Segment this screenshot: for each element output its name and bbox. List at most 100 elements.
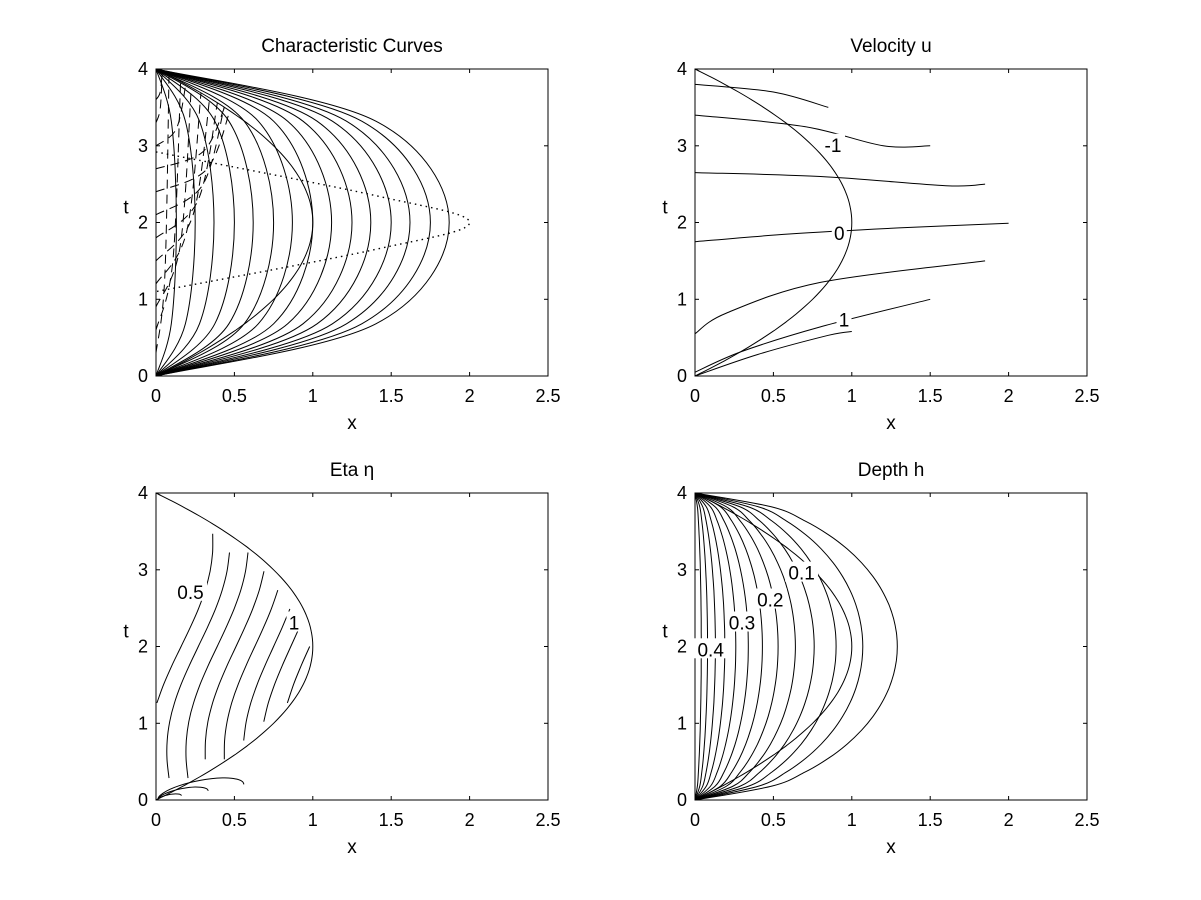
- eta-ytick-label: 4: [138, 483, 148, 503]
- depth-contour-line: [694, 492, 837, 801]
- depth-contour-label-bg: [753, 588, 787, 609]
- velocity-contour-label-bg: [836, 308, 852, 329]
- velocity-xtick-label: 0.5: [761, 386, 786, 406]
- depth-contour-line: [694, 492, 898, 801]
- velocity-contour-label: 1: [839, 311, 850, 332]
- char-forward-characteristic: [155, 68, 411, 377]
- char-forward-characteristic: [155, 68, 431, 377]
- velocity-xtick-label: 2: [1004, 386, 1014, 406]
- eta-contour-line: [204, 571, 265, 760]
- char-xtick-label: 2: [465, 386, 475, 406]
- panel-depth: 0 0.5 1 1.5 2 2.5 0 1 2 3 4 Depth h x t 0.10.20.30.4: [662, 460, 1099, 858]
- depth-ytick-label: 4: [677, 483, 687, 503]
- velocity-contour-label: 0: [834, 224, 845, 245]
- char-xtick-label: 2.5: [535, 386, 560, 406]
- depth-contour-label: 0.1: [788, 564, 814, 585]
- depth-contour-label-bg: [725, 611, 759, 632]
- velocity-ylabel: t: [662, 197, 668, 218]
- depth-contour-label: 0.2: [757, 591, 783, 612]
- depth-ytick-label: 1: [677, 713, 687, 733]
- velocity-xtick-label: 2.5: [1074, 386, 1099, 406]
- char-backward-characteristic: [155, 107, 226, 170]
- velocity-ytick-label: 3: [677, 136, 687, 156]
- depth-contour-line: [694, 492, 815, 801]
- eta-domain-boundary: [155, 492, 314, 801]
- eta-contour-line: [166, 552, 230, 779]
- velocity-contour-label-bg: [831, 222, 847, 242]
- velocity-ytick-label: 0: [677, 366, 687, 386]
- char-forward-characteristic: [155, 68, 450, 377]
- velocity-contour-line: [694, 83, 829, 108]
- velocity-contour-label-bg: [821, 133, 845, 154]
- depth-contour-line: [694, 492, 796, 801]
- char-xlabel: x: [347, 413, 357, 434]
- velocity-contour-line: [694, 331, 852, 377]
- char-xtick-label: 1: [308, 386, 318, 406]
- eta-contour-line: [223, 589, 279, 760]
- velocity-contour-line: [694, 298, 931, 373]
- char-backward-characteristic: [155, 75, 170, 354]
- eta-contour-label-bg: [174, 580, 207, 601]
- eta-xtick-label: 2: [465, 810, 475, 830]
- eta-xtick-label: 2.5: [535, 810, 560, 830]
- char-backward-characteristic: [155, 110, 231, 193]
- velocity-contour-line: [694, 260, 986, 335]
- char-xtick-label: 1.5: [379, 386, 404, 406]
- eta-ytick-label: 3: [138, 560, 148, 580]
- eta-contour-line: [286, 646, 311, 704]
- eta-ylabel: t: [123, 621, 129, 642]
- depth-xtick-label: 1: [847, 810, 857, 830]
- eta-contour-line: [263, 627, 300, 722]
- depth-domain-boundary: [694, 492, 853, 801]
- velocity-contour-line: [694, 114, 931, 148]
- char-forward-characteristic: [155, 68, 275, 377]
- eta-xlabel: x: [347, 837, 357, 858]
- depth-contour-label: 0.3: [729, 614, 755, 635]
- char-backward-characteristic: [155, 72, 163, 123]
- depth-contour-label: 0.4: [697, 640, 724, 661]
- velocity-contour-label: -1: [825, 136, 842, 157]
- char-backward-characteristic: [155, 84, 187, 147]
- panel-eta: 0 0.5 1 1.5 2 2.5 0 1 2 3 4 Eta η x t 0.5 1: [123, 460, 560, 858]
- eta-xtick-label: 1: [308, 810, 318, 830]
- char-backward-characteristic: [155, 102, 218, 239]
- char-forward-characteristic: [155, 68, 293, 377]
- char-ylabel: t: [123, 197, 129, 218]
- char-forward-characteristic: [155, 68, 215, 377]
- panel-velocity: 0 0.5 1 1.5 2 2.5 0 1 2 3 4 Velocity u x t -1 0 1: [662, 36, 1099, 434]
- char-ytick-label: 4: [138, 59, 148, 79]
- char-forward-characteristic: [155, 68, 392, 377]
- eta-contour-label-bg: [286, 611, 302, 632]
- depth-xtick-label: 2: [1004, 810, 1014, 830]
- eta-small-loop: [157, 777, 245, 801]
- depth-xtick-label: 0: [690, 810, 700, 830]
- eta-xtick-label: 1.5: [379, 810, 404, 830]
- eta-contour-line: [243, 608, 291, 741]
- char-backward-characteristic: [155, 81, 182, 331]
- char-xtick-label: 0: [151, 386, 161, 406]
- velocity-ytick-label: 2: [677, 213, 687, 233]
- velocity-xtick-label: 1.5: [918, 386, 943, 406]
- char-domain-boundary: [155, 68, 314, 377]
- velocity-xtick-label: 1: [847, 386, 857, 406]
- eta-small-loop: [157, 786, 209, 801]
- depth-contour-line: [694, 492, 779, 801]
- depth-ylabel: t: [662, 621, 668, 642]
- char-forward-characteristic: [155, 68, 177, 377]
- eta-xtick-label: 0.5: [222, 810, 247, 830]
- eta-ytick-label: 0: [138, 790, 148, 810]
- char-forward-characteristic: [155, 68, 372, 377]
- eta-contour-label: 1: [289, 614, 300, 635]
- char-ytick-label: 1: [138, 289, 148, 309]
- depth-ytick-label: 2: [677, 637, 687, 657]
- char-dotted-curve: [155, 151, 471, 293]
- depth-xtick-label: 0.5: [761, 810, 786, 830]
- depth-contour-line: [694, 492, 864, 801]
- velocity-title: Velocity u: [850, 36, 931, 57]
- panel-characteristic-curves: 0 0.5 1 1.5 2 2.5 0 1 2 3 4 Characteristic Curves x t: [123, 36, 560, 434]
- eta-title: Eta η: [330, 460, 374, 481]
- depth-title: Depth h: [858, 460, 925, 481]
- depth-contour-label-bg: [785, 561, 819, 582]
